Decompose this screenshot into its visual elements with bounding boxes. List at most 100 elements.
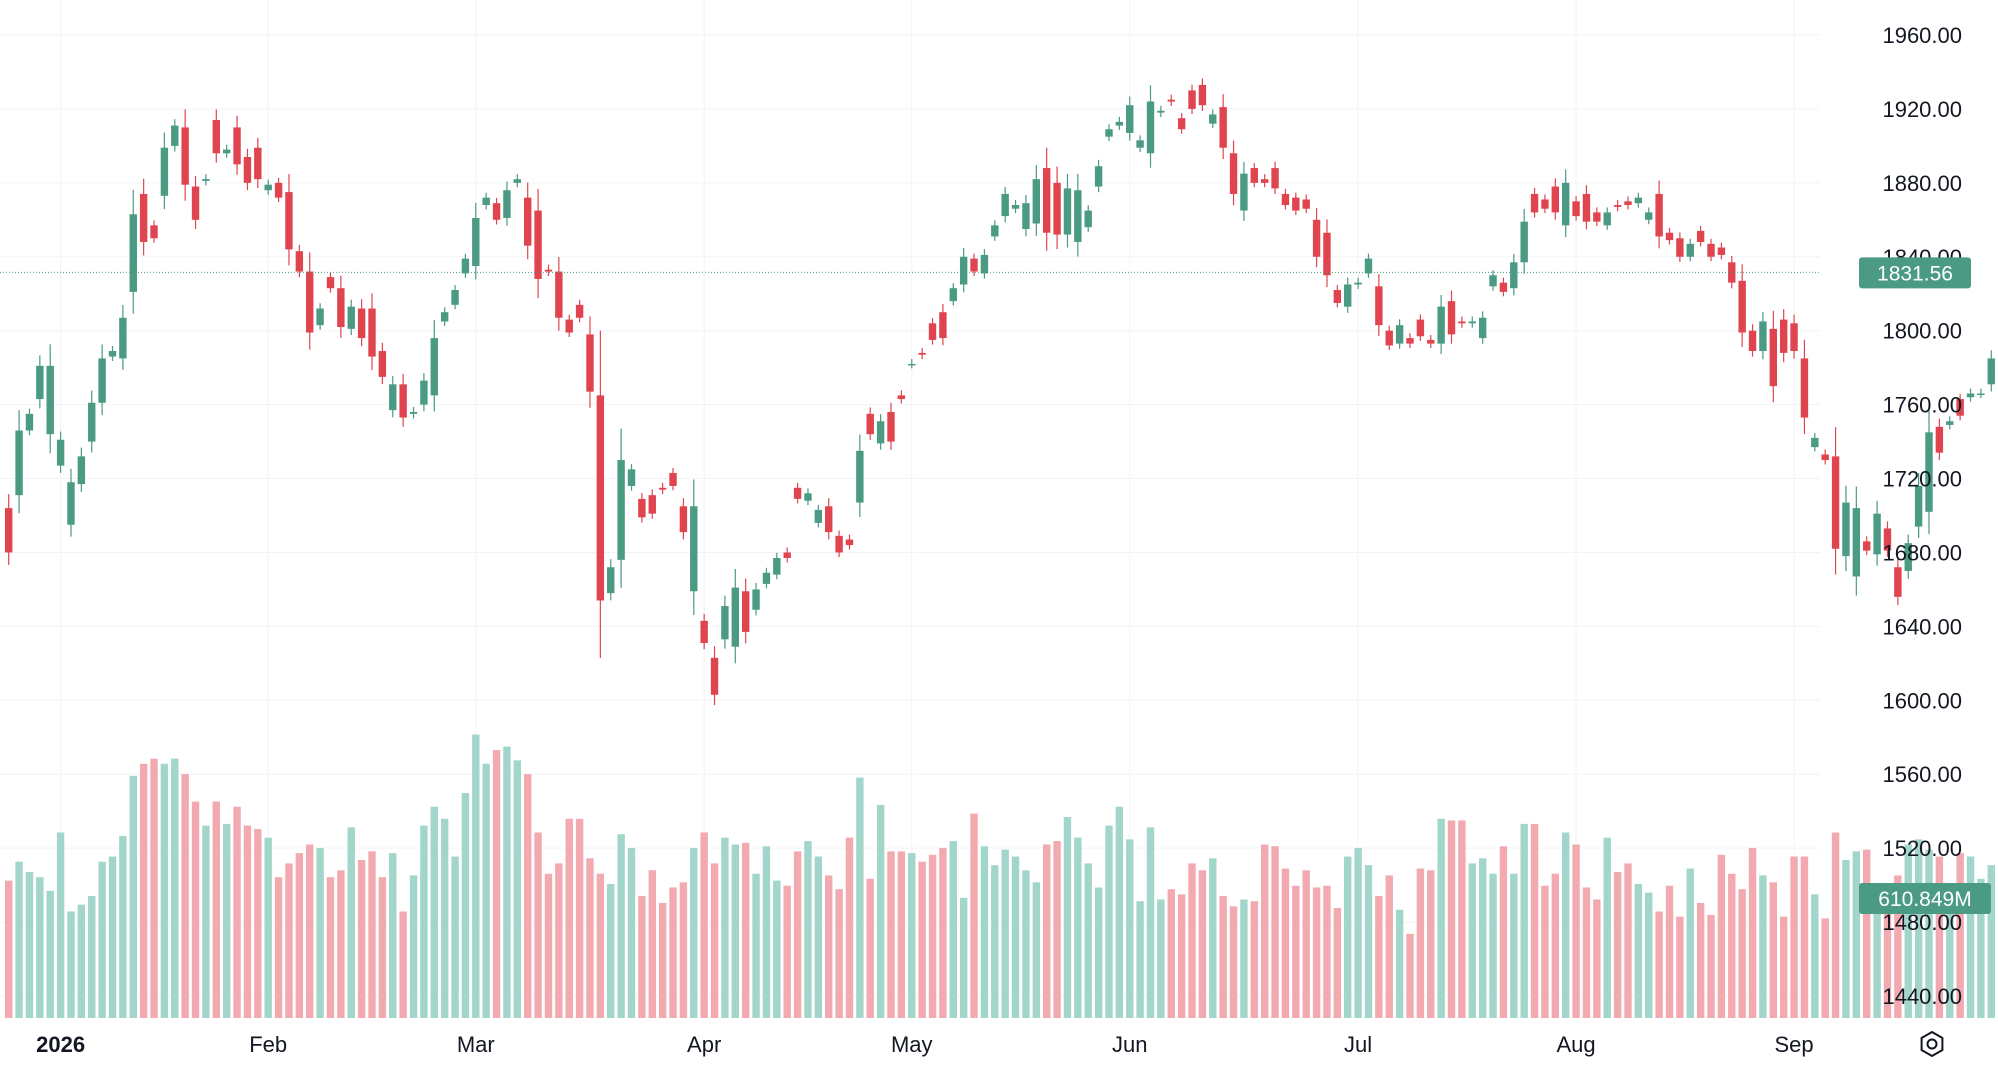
candle bbox=[1572, 196, 1580, 221]
volume-bar bbox=[793, 851, 802, 1018]
candle bbox=[1188, 84, 1196, 115]
candle bbox=[1593, 207, 1601, 227]
candle bbox=[25, 408, 34, 436]
candle bbox=[1447, 290, 1456, 344]
price-axis[interactable]: 1440.00 1480.00 1520.00 1560.00 1600.00 1640.… bbox=[1882, 23, 1962, 1009]
candle bbox=[316, 303, 324, 330]
candle bbox=[1748, 324, 1757, 357]
volume-bar bbox=[1011, 856, 1020, 1018]
candle bbox=[710, 646, 719, 706]
volume-bar bbox=[1478, 858, 1487, 1018]
volume-bar bbox=[752, 873, 760, 1018]
volume-bar bbox=[804, 841, 812, 1018]
candle bbox=[1198, 78, 1207, 111]
volume-bar bbox=[88, 896, 96, 1018]
chart-settings-button[interactable] bbox=[1920, 1030, 1944, 1058]
volume-bar bbox=[1032, 882, 1041, 1018]
candle bbox=[1510, 254, 1518, 296]
candle bbox=[1427, 334, 1435, 349]
volume-bar bbox=[908, 853, 916, 1018]
candle bbox=[160, 132, 169, 210]
volume-bar bbox=[1676, 916, 1684, 1018]
time-axis[interactable]: 2026 Feb Mar Apr May Jun Jul Aug Sep bbox=[36, 1032, 1814, 1057]
candle bbox=[1468, 316, 1476, 328]
candle bbox=[46, 344, 54, 454]
candle bbox=[773, 552, 781, 580]
price-tick-label: 1560.00 bbox=[1882, 762, 1962, 787]
candle bbox=[1634, 192, 1643, 208]
candle bbox=[389, 376, 397, 418]
volume-bar bbox=[1167, 889, 1175, 1018]
volume-bar bbox=[1094, 887, 1103, 1018]
volume-bar bbox=[513, 760, 522, 1018]
candle bbox=[378, 342, 387, 385]
candle bbox=[1312, 208, 1321, 268]
candle bbox=[1686, 238, 1694, 262]
candle bbox=[181, 109, 189, 201]
candle bbox=[1406, 333, 1414, 349]
volume-bar bbox=[1925, 849, 1933, 1018]
volume-bar bbox=[295, 853, 304, 1018]
volume-bar bbox=[67, 911, 75, 1018]
price-tick-label: 1880.00 bbox=[1882, 171, 1962, 196]
candle bbox=[461, 253, 470, 278]
candle bbox=[741, 578, 750, 644]
time-tick-label: 2026 bbox=[36, 1032, 85, 1057]
volume-bar bbox=[1759, 875, 1767, 1018]
volume-bar bbox=[1022, 870, 1030, 1018]
volume-bar bbox=[1728, 873, 1736, 1018]
volume-bar bbox=[5, 880, 13, 1018]
volume-bar bbox=[1437, 818, 1445, 1018]
candle bbox=[1136, 135, 1144, 153]
candle bbox=[274, 177, 283, 203]
volume-bar bbox=[451, 856, 459, 1018]
volume-bar bbox=[814, 856, 823, 1018]
volume-bar bbox=[1105, 825, 1113, 1018]
volume-bar bbox=[1645, 892, 1653, 1018]
volume-bar bbox=[1292, 885, 1300, 1018]
volume-bar bbox=[1084, 863, 1092, 1018]
time-tick-label: Jun bbox=[1112, 1032, 1147, 1057]
candle bbox=[1717, 242, 1726, 260]
candle bbox=[77, 447, 86, 492]
price-tick-label: 1440.00 bbox=[1882, 984, 1962, 1009]
candle bbox=[669, 468, 677, 491]
candle bbox=[357, 299, 366, 347]
volume-bar bbox=[669, 887, 677, 1018]
volume-bar bbox=[347, 827, 355, 1018]
volume-bar bbox=[306, 844, 314, 1018]
volume-bar bbox=[1696, 902, 1705, 1018]
candle bbox=[721, 595, 729, 649]
candle bbox=[1323, 219, 1331, 288]
candle bbox=[1613, 200, 1622, 212]
candle bbox=[1022, 195, 1030, 237]
volume-bar bbox=[285, 863, 293, 1018]
candle bbox=[1271, 161, 1279, 195]
volume-bar bbox=[108, 856, 117, 1018]
volume-bar bbox=[399, 911, 407, 1018]
volume-bar bbox=[160, 763, 169, 1018]
candle bbox=[1292, 192, 1300, 216]
candle bbox=[690, 479, 698, 616]
candle bbox=[534, 189, 542, 299]
candle bbox=[98, 344, 106, 416]
volume-bar bbox=[638, 896, 646, 1018]
volume-bar bbox=[1873, 901, 1881, 1018]
volume-bar bbox=[1624, 863, 1632, 1018]
volume-bar bbox=[1665, 885, 1674, 1018]
volume-bar bbox=[472, 734, 480, 1018]
volume-bar bbox=[36, 877, 44, 1018]
candle bbox=[171, 119, 179, 152]
candle bbox=[1115, 116, 1124, 130]
volume-bar bbox=[721, 837, 729, 1018]
price-tick-label: 1480.00 bbox=[1882, 910, 1962, 935]
candle bbox=[1852, 486, 1861, 596]
candle bbox=[1925, 407, 1933, 535]
candle bbox=[191, 176, 200, 230]
candle bbox=[575, 299, 584, 323]
volume-bar bbox=[1562, 832, 1570, 1018]
candle bbox=[306, 252, 314, 350]
volume-bar bbox=[980, 846, 989, 1018]
volume-bar bbox=[1447, 820, 1456, 1018]
